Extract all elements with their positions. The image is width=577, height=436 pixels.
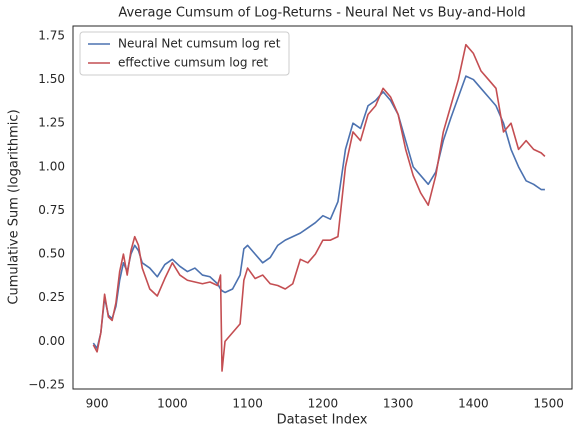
y-tick-label: 0.25	[38, 290, 65, 304]
y-tick-label: 0.50	[38, 247, 65, 261]
x-tick-label: 1200	[308, 397, 339, 411]
series-line	[92, 43, 546, 372]
y-tick-label: −0.25	[28, 377, 65, 391]
x-tick-label: 1500	[533, 397, 564, 411]
x-tick-label: 1400	[458, 397, 489, 411]
plot-frame	[72, 25, 573, 390]
x-tick-label: 1100	[232, 397, 263, 411]
y-tick-label: 1.50	[38, 72, 65, 86]
legend-box	[79, 31, 290, 76]
x-tick-label: 1000	[157, 397, 188, 411]
x-tick-label: 900	[86, 397, 109, 411]
x-axis-label: Dataset Index	[277, 413, 368, 428]
y-tick-label: 0.75	[38, 203, 65, 217]
y-axis-label: Cumulative Sum (logarithmic)	[7, 109, 22, 304]
x-tick-label: 1300	[383, 397, 414, 411]
legend-label: effective cumsum log ret	[118, 56, 268, 70]
y-tick-label: 0.00	[38, 334, 65, 348]
y-tick-label: 1.75	[38, 28, 65, 42]
legend-label: Neural Net cumsum log ret	[118, 37, 281, 51]
y-tick-label: 1.00	[38, 159, 65, 173]
y-tick-label: 1.25	[38, 116, 65, 130]
series-line	[92, 75, 545, 350]
chart-title: Average Cumsum of Log-Returns - Neural N…	[118, 6, 525, 21]
